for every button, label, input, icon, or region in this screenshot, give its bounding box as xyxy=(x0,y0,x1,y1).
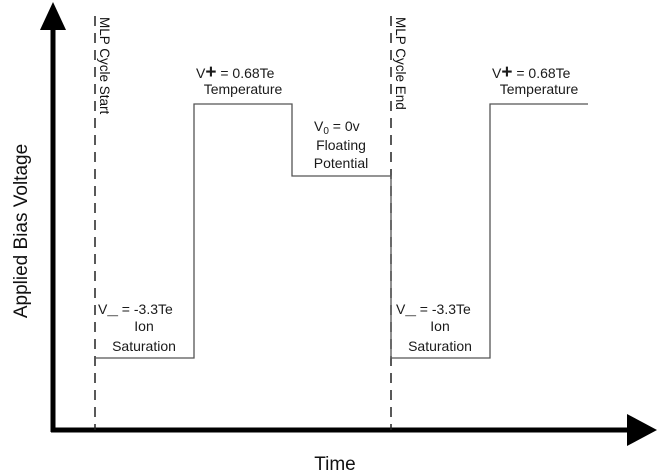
plus-mark: + xyxy=(501,62,512,83)
voltage-value: = -3.3Te xyxy=(416,301,471,317)
voltage-symbol: V xyxy=(314,118,324,134)
label-line-3: Saturation xyxy=(408,338,472,354)
svg-text:V_ = -3.3Te: V_ = -3.3Te xyxy=(98,298,173,319)
svg-text:V+ = 0.68Te: V+ = 0.68Te xyxy=(196,62,275,83)
voltage-symbol: V xyxy=(396,301,406,317)
svg-text:V+ = 0.68Te: V+ = 0.68Te xyxy=(492,62,571,83)
x-axis-arrowhead xyxy=(627,414,657,446)
ion-saturation-label-1: V_ = -3.3Te Ion Saturation xyxy=(98,298,176,354)
x-axis-title: Time xyxy=(314,454,356,474)
minus-mark: _ xyxy=(404,298,416,319)
label-line-2: Temperature xyxy=(204,81,283,97)
label-line-2: Ion xyxy=(430,318,449,334)
floating-potential-label: V0 = 0v Floating Potential xyxy=(314,118,368,171)
label-line-2: Floating xyxy=(316,137,366,153)
temperature-label-2: V+ = 0.68Te Temperature xyxy=(492,62,579,97)
voltage-value: = 0v xyxy=(329,118,360,134)
bias-waveform xyxy=(95,103,588,359)
axes xyxy=(40,2,657,446)
label-line-2: Ion xyxy=(134,318,153,334)
cycle-end-label: MLP Cycle End xyxy=(393,17,408,110)
svg-text:V_ = -3.3Te: V_ = -3.3Te xyxy=(396,298,471,319)
label-line-2: Temperature xyxy=(500,81,579,97)
label-line-3: Saturation xyxy=(112,338,176,354)
voltage-symbol: V xyxy=(492,65,502,81)
cycle-start-label: MLP Cycle Start xyxy=(97,17,112,115)
voltage-value: = 0.68Te xyxy=(512,65,570,81)
y-axis-arrowhead xyxy=(40,2,66,30)
plus-mark: + xyxy=(205,62,216,83)
temperature-label-1: V+ = 0.68Te Temperature xyxy=(196,62,283,97)
voltage-value: = -3.3Te xyxy=(118,301,173,317)
subscript-zero: 0 xyxy=(323,126,329,137)
minus-mark: _ xyxy=(106,298,118,319)
voltage-symbol: V xyxy=(98,301,108,317)
ion-saturation-label-2: V_ = -3.3Te Ion Saturation xyxy=(396,298,472,354)
y-axis-title: Applied Bias Voltage xyxy=(11,144,32,318)
voltage-value: = 0.68Te xyxy=(216,65,274,81)
voltage-symbol: V xyxy=(196,65,206,81)
svg-text:V0 = 0v: V0 = 0v xyxy=(314,118,360,137)
label-line-3: Potential xyxy=(314,155,368,171)
